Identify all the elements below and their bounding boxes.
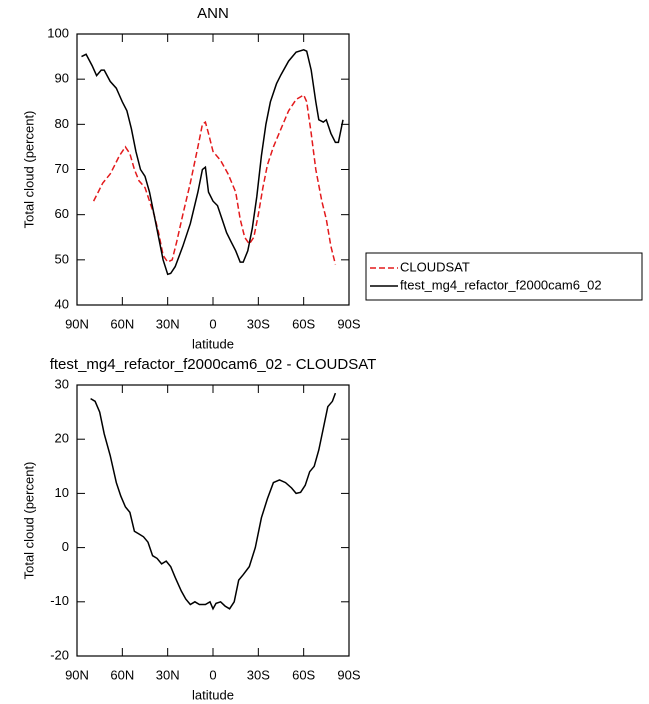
plot-frame xyxy=(76,33,350,306)
x-axis-label: latitude xyxy=(192,336,234,351)
data-line xyxy=(92,93,337,265)
x-tick-label: 60S xyxy=(292,667,315,682)
chart-title: ANN xyxy=(197,5,229,22)
x-tick-label: 60S xyxy=(292,316,315,331)
y-tick-label: 90 xyxy=(55,71,69,86)
y-tick-label: 60 xyxy=(55,206,69,221)
x-tick-label: 60N xyxy=(110,667,134,682)
y-tick-label: 50 xyxy=(55,251,69,266)
legend-box xyxy=(365,252,643,301)
y-tick-label: -20 xyxy=(50,647,69,662)
x-tick-label: 30N xyxy=(156,667,180,682)
y-tick-label: 80 xyxy=(55,116,69,131)
y-tick-label: 30 xyxy=(55,376,69,391)
y-tick-label: -10 xyxy=(50,593,69,608)
y-tick-label: 0 xyxy=(62,539,69,554)
chart-title: ftest_mg4_refactor_f2000cam6_02 - CLOUDS… xyxy=(50,356,377,373)
y-tick-label: 70 xyxy=(55,161,69,176)
legend-label: CLOUDSAT xyxy=(400,259,470,274)
plot-frame xyxy=(76,384,350,657)
x-tick-label: 0 xyxy=(209,667,216,682)
x-axis-label: latitude xyxy=(192,687,234,702)
y-tick-label: 40 xyxy=(55,296,69,311)
y-axis-label: Total cloud (percent) xyxy=(21,111,36,229)
legend-label: ftest_mg4_refactor_f2000cam6_02 xyxy=(400,277,602,292)
x-tick-label: 0 xyxy=(209,316,216,331)
x-tick-label: 30S xyxy=(247,316,270,331)
x-tick-label: 90S xyxy=(337,667,360,682)
y-tick-label: 20 xyxy=(55,431,69,446)
x-tick-label: 90S xyxy=(337,316,360,331)
data-line xyxy=(90,392,337,611)
x-tick-label: 30N xyxy=(156,316,180,331)
y-tick-label: 100 xyxy=(47,25,69,40)
x-tick-label: 60N xyxy=(110,316,134,331)
x-tick-label: 90N xyxy=(65,316,89,331)
y-tick-label: 10 xyxy=(55,485,69,500)
x-tick-label: 90N xyxy=(65,667,89,682)
data-line xyxy=(81,48,344,276)
x-tick-label: 30S xyxy=(247,667,270,682)
y-axis-label: Total cloud (percent) xyxy=(21,462,36,580)
